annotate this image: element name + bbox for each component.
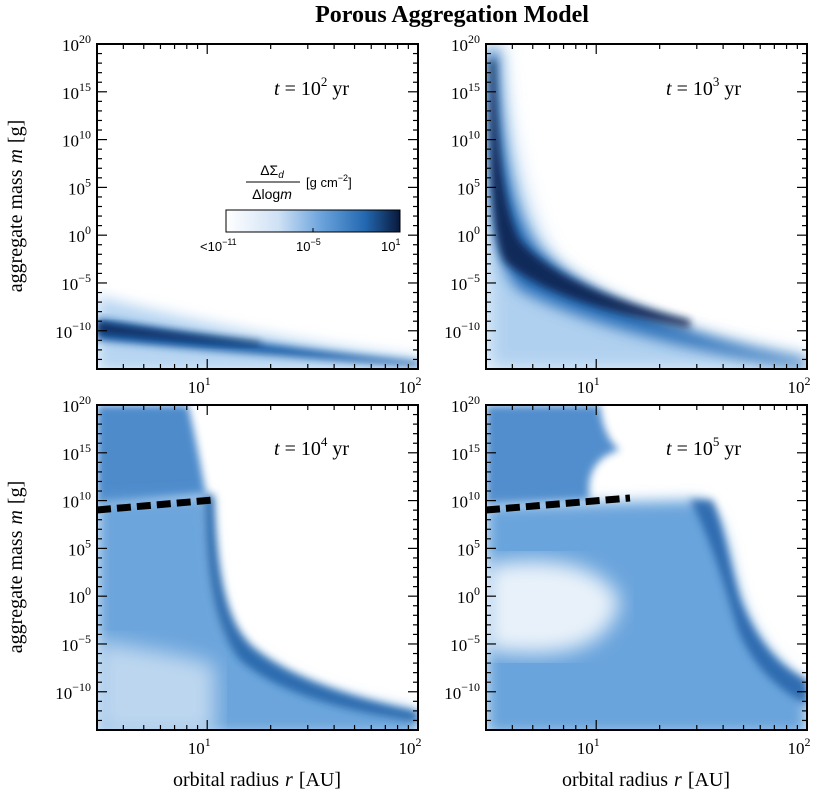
panel-t5-ytick-label: 1015: [451, 441, 480, 464]
colorbar-denominator: Δlogm: [252, 186, 292, 202]
panel-t3-time-label: t = 103 yr: [666, 74, 741, 100]
panel-t4-time-label: t = 104 yr: [274, 434, 349, 460]
panel-t5-top-fill: [486, 405, 620, 505]
colorbar-unit: [g cm−2]: [306, 173, 352, 190]
panel-t2-ytick-label: 1020: [62, 32, 91, 55]
panel-t4-ytick-label: 1020: [62, 393, 91, 416]
panel-t5-time-label: t = 105 yr: [666, 434, 741, 460]
panel-t5-ytick-label: 10−10: [444, 680, 480, 703]
panel-t3-xtick-label: 101: [577, 374, 600, 397]
panel-t2-ytick-label: 10−10: [55, 319, 91, 342]
panel-t2-ytick-label: 105: [68, 175, 91, 198]
panel-t5-ytick-label: 1020: [451, 393, 480, 416]
axis-ticks: 101 102 1020 1015 1010 105 100 10−5 10−10 101 102 1…: [55, 32, 810, 758]
xlabel-left: orbital radius r [AU]: [173, 769, 341, 791]
colorbar-tick-high-label: 101: [381, 237, 400, 254]
panel-t3: [486, 44, 807, 369]
panel-t5-ytick-label: 1010: [451, 489, 480, 512]
panel-t3-ytick-label: 1015: [451, 80, 480, 103]
panel-t4-ytick-label: 100: [68, 584, 91, 607]
panel-t2-ytick-label: 100: [68, 223, 91, 246]
panel-t4-upper-fill: [97, 405, 206, 505]
panel-t2-ridge: [97, 318, 418, 366]
panel-t5-xtick-label: 101: [577, 735, 600, 758]
panel-t2-xtick-label: 101: [188, 374, 211, 397]
panel-t2: [97, 296, 418, 369]
panel-t2-xtick-label: 102: [399, 374, 422, 397]
panel-t4-ytick-label: 10−5: [61, 632, 91, 655]
panel-t2-ytick-label: 10−5: [61, 271, 91, 294]
colorbar: ΔΣd Δlogm [g cm−2] <10−11 10−5 101: [200, 162, 401, 254]
panel-t3-ytick-label: 10−10: [444, 319, 480, 342]
xlabel-right: orbital radius r [AU]: [562, 769, 730, 791]
panel-t5-ytick-label: 10−5: [450, 632, 480, 655]
panel-t5: [486, 405, 807, 730]
panel-t3-ytick-label: 100: [457, 223, 480, 246]
panel-t5-xtick-label: 102: [788, 735, 811, 758]
panel-t4-band: [204, 495, 418, 722]
panel-t4: [97, 405, 418, 730]
panel-t4-xtick-label: 102: [399, 735, 422, 758]
panel-t2-core: [97, 322, 260, 346]
panel-t3-ytick-label: 105: [457, 175, 480, 198]
colorbar-tick-mid-label: 10−5: [296, 237, 321, 254]
panel-t5-ytick-label: 100: [457, 584, 480, 607]
panel-t5-band: [690, 500, 807, 705]
panel-t2-ytick-label: 1015: [62, 80, 91, 103]
panel-t3-ytick-label: 1020: [451, 32, 480, 55]
panel-t2-halo: [97, 296, 418, 369]
panel-t5-ytick-label: 105: [457, 536, 480, 559]
panel-t5-hole: [486, 560, 620, 654]
panel-t4-ytick-label: 1010: [62, 489, 91, 512]
colorbar-tick-low: <10−11: [200, 237, 237, 254]
panel-t4-ytick-label: 105: [68, 536, 91, 559]
colorbar-numerator: ΔΣd: [260, 162, 284, 181]
panel-t3-xtick-label: 102: [788, 374, 811, 397]
ylabel-bottom: aggregate massm[g]: [5, 481, 27, 654]
panel-t4-pale: [97, 640, 215, 730]
panel-t2-time-label: t = 102 yr: [274, 74, 349, 100]
figure-title: Porous Aggregation Model: [315, 2, 589, 28]
panel-t3-core: [490, 60, 690, 328]
panel-t4-ytick-label: 1015: [62, 441, 91, 464]
panel-t3-ytick-label: 1010: [451, 128, 480, 151]
panel-t4-xtick-label: 101: [188, 735, 211, 758]
ylabel-top: aggregate massm[g]: [5, 120, 27, 293]
panel-t5-dashed-line: [485, 494, 631, 514]
panel-t3-ytick-label: 10−5: [450, 271, 480, 294]
panel-t4-ytick-label: 10−10: [55, 680, 91, 703]
panel-t2-ytick-label: 1010: [62, 128, 91, 151]
